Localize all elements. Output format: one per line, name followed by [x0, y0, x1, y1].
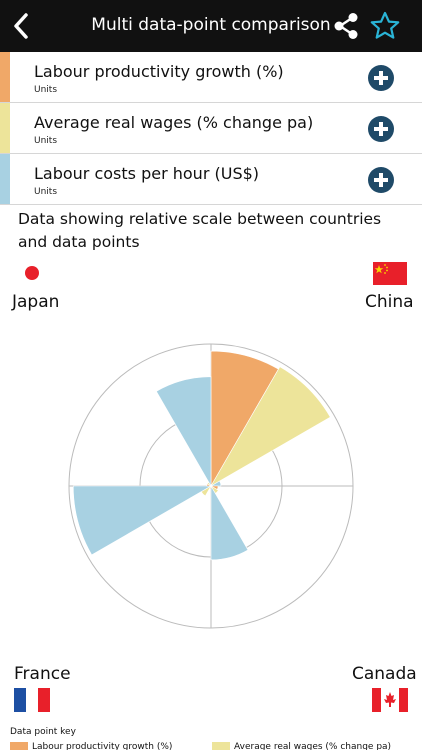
chart-wedge-france-2 [72, 485, 213, 556]
canada-flag-icon [372, 688, 408, 712]
polar-area-chart [68, 343, 354, 629]
key-swatch [10, 742, 28, 750]
key-item-wages: Average real wages (% change pa) [212, 742, 412, 750]
data-point-label: Average real wages (% change pa) [34, 113, 314, 132]
china-flag-icon [373, 262, 407, 285]
country-label-china: China [365, 292, 414, 312]
key-label: Average real wages (% change pa) [234, 742, 392, 750]
country-label-canada: Canada [352, 664, 417, 684]
chevron-left-icon[interactable] [6, 8, 36, 44]
chart-wedge-japan-2 [155, 376, 212, 488]
chart-wedge-china-2 [209, 480, 222, 487]
top-bar: Multi data-point comparison [0, 0, 422, 52]
france-flag-icon [14, 688, 50, 712]
data-point-row-labour-costs[interactable]: Labour costs per hour (US$) Units [0, 154, 422, 205]
plus-circle-icon[interactable] [368, 167, 394, 193]
data-point-unit: Units [34, 136, 58, 146]
data-point-unit: Units [34, 187, 58, 197]
plus-circle-icon[interactable] [368, 116, 394, 142]
data-point-key-title: Data point key [10, 727, 76, 737]
page-title: Multi data-point comparison [91, 15, 331, 35]
country-label-france: France [14, 664, 71, 684]
key-label: Labour productivity growth (%) [32, 742, 173, 750]
data-point-label: Labour costs per hour (US$) [34, 164, 260, 183]
data-point-swatch [0, 103, 10, 153]
plus-circle-icon[interactable] [368, 65, 394, 91]
chart-wedge-canada-2 [210, 484, 249, 561]
data-point-label: Labour productivity growth (%) [34, 62, 284, 81]
chart-caption: Data showing relative scale between coun… [18, 210, 382, 251]
data-point-unit: Units [34, 85, 58, 95]
data-point-row-productivity[interactable]: Labour productivity growth (%) Units [0, 52, 422, 103]
data-point-swatch [0, 154, 10, 204]
data-point-swatch [0, 52, 10, 102]
share-icon[interactable] [332, 12, 360, 40]
japan-flag-icon [25, 266, 39, 280]
star-outline-icon[interactable] [370, 11, 400, 41]
key-item-productivity: Labour productivity growth (%) [10, 742, 200, 750]
key-swatch [212, 742, 230, 750]
country-label-japan: Japan [12, 292, 60, 312]
data-point-row-wages[interactable]: Average real wages (% change pa) Units [0, 103, 422, 154]
chart-wedge-china-1 [210, 366, 331, 487]
